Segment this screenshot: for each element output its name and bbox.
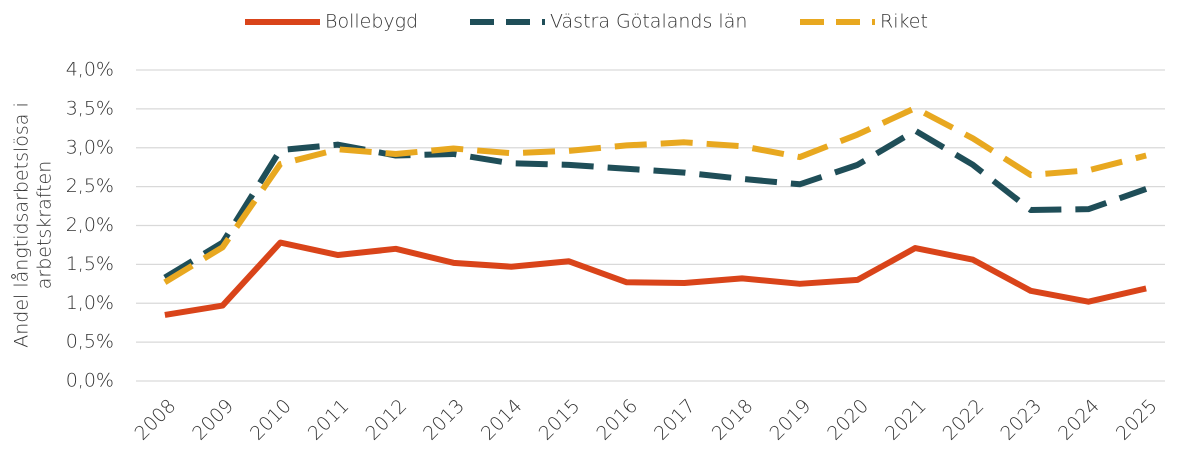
series-line bbox=[163, 127, 1148, 281]
y-axis-title: Andel långtidsarbetslösa i bbox=[11, 102, 33, 347]
x-tick-label: 2008 bbox=[131, 395, 181, 445]
x-tick-label: 2016 bbox=[592, 395, 642, 445]
legend-label: Bollebygd bbox=[325, 11, 418, 33]
legend-label: Västra Götalands län bbox=[550, 11, 747, 33]
x-tick-label: 2012 bbox=[361, 395, 411, 445]
x-tick-label: 2011 bbox=[304, 395, 354, 445]
x-tick-label: 2021 bbox=[881, 395, 931, 445]
x-tick-label: 2018 bbox=[708, 395, 758, 445]
x-tick-label: 2023 bbox=[996, 395, 1046, 445]
x-tick-label: 2009 bbox=[188, 395, 238, 445]
legend-label: Riket bbox=[880, 11, 928, 33]
x-tick-label: 2019 bbox=[765, 395, 815, 445]
y-axis-title: arbetskraften bbox=[34, 161, 56, 290]
x-tick-label: 2010 bbox=[246, 395, 296, 445]
x-tick-label: 2017 bbox=[650, 395, 700, 445]
y-tick-label: 1,5% bbox=[66, 253, 114, 275]
series-line bbox=[163, 105, 1147, 285]
x-tick-label: 2015 bbox=[535, 395, 585, 445]
x-tick-label: 2014 bbox=[477, 395, 527, 445]
x-tick-label: 2022 bbox=[939, 395, 989, 445]
x-tick-label: 2025 bbox=[1112, 395, 1162, 445]
series-line bbox=[164, 239, 1147, 318]
y-tick-label: 2,5% bbox=[66, 175, 114, 197]
y-tick-label: 4,0% bbox=[66, 59, 114, 81]
y-tick-label: 2,0% bbox=[66, 214, 114, 236]
y-tick-label: 3,5% bbox=[66, 97, 114, 119]
y-tick-label: 3,0% bbox=[66, 136, 114, 158]
y-tick-label: 0,5% bbox=[66, 331, 114, 353]
y-tick-label: 0,0% bbox=[66, 370, 114, 392]
x-tick-label: 2013 bbox=[419, 395, 469, 445]
x-tick-label: 2020 bbox=[823, 395, 873, 445]
x-tick-label: 2024 bbox=[1054, 395, 1104, 445]
y-tick-label: 1,0% bbox=[66, 292, 114, 314]
